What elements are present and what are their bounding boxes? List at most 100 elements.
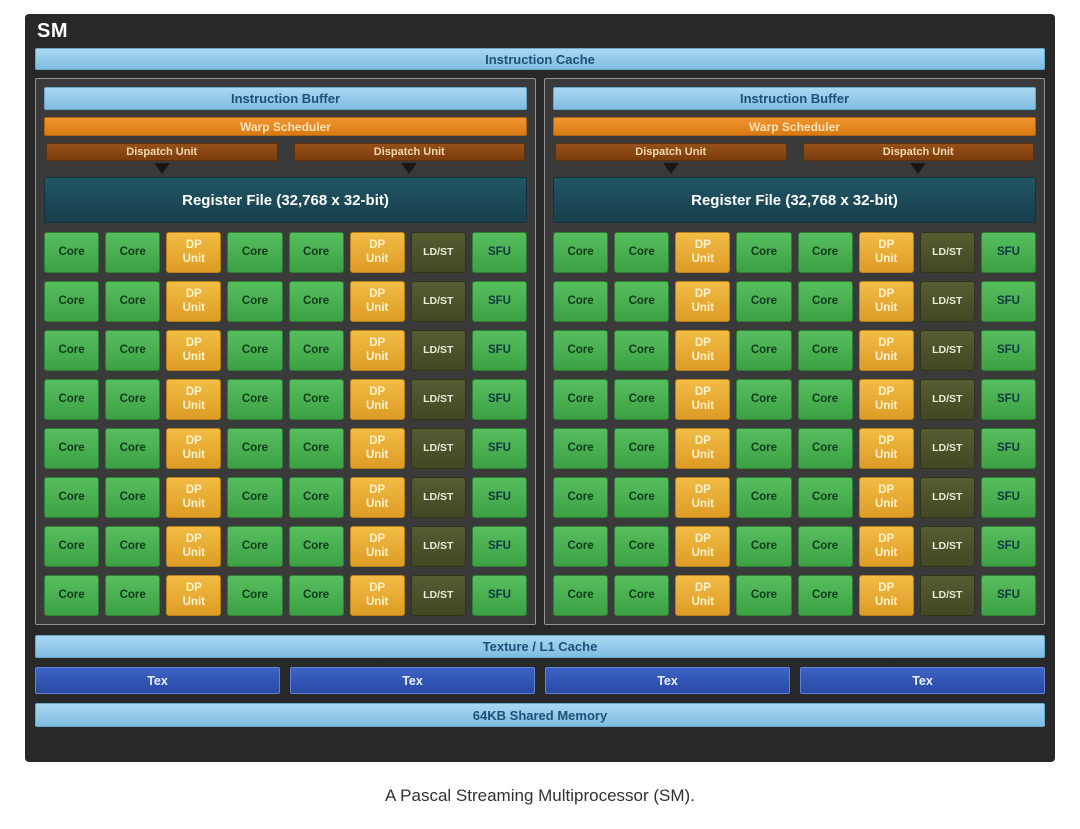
ldst-unit: LD/ST [410, 379, 466, 420]
dp-unit: DP Unit [675, 428, 731, 469]
core-unit: Core [288, 232, 344, 273]
dp-unit: DP Unit [349, 477, 405, 518]
sm-title: SM [37, 20, 68, 42]
ldst-unit: LD/ST [919, 379, 975, 420]
core-unit: Core [44, 379, 100, 420]
ldst-unit: LD/ST [410, 281, 466, 322]
dp-unit: DP Unit [166, 477, 222, 518]
dp-unit: DP Unit [675, 526, 731, 567]
core-unit: Core [553, 330, 609, 371]
sfu-unit: SFU [980, 232, 1036, 273]
dp-unit: DP Unit [675, 281, 731, 322]
sfu-unit: SFU [980, 281, 1036, 322]
core-unit: Core [105, 428, 161, 469]
core-unit: Core [797, 428, 853, 469]
core-unit: Core [44, 330, 100, 371]
dispatch-unit: Dispatch Unit [802, 143, 1034, 161]
core-unit: Core [44, 526, 100, 567]
texture-l1-cache: Texture / L1 Cache [35, 635, 1045, 658]
sfu-unit: SFU [980, 379, 1036, 420]
dp-unit: DP Unit [349, 526, 405, 567]
ldst-unit: LD/ST [410, 232, 466, 273]
sfu-unit: SFU [980, 477, 1036, 518]
core-unit: Core [736, 281, 792, 322]
dp-unit: DP Unit [349, 379, 405, 420]
ldst-unit: LD/ST [919, 428, 975, 469]
dp-unit: DP Unit [858, 330, 914, 371]
dp-unit: DP Unit [675, 477, 731, 518]
core-unit: Core [797, 526, 853, 567]
core-unit: Core [288, 575, 344, 616]
core-unit: Core [797, 575, 853, 616]
core-unit: Core [288, 281, 344, 322]
sfu-unit: SFU [471, 526, 527, 567]
sfu-unit: SFU [471, 281, 527, 322]
dp-unit: DP Unit [858, 232, 914, 273]
register-file: Register File (32,768 x 32-bit) [553, 177, 1036, 223]
execution-grid: Core Core DP Unit Core Core DP Unit LD/ST SFU Co… [44, 232, 527, 616]
caption: A Pascal Streaming Multiprocessor (SM). [385, 786, 695, 805]
core-unit: Core [227, 526, 283, 567]
core-unit: Core [44, 477, 100, 518]
core-unit: Core [797, 281, 853, 322]
dispatch-col: Dispatch Unit [555, 143, 787, 177]
tex-unit: Tex [290, 667, 535, 694]
sfu-unit: SFU [471, 379, 527, 420]
core-unit: Core [105, 232, 161, 273]
sfu-unit: SFU [980, 526, 1036, 567]
dispatch-col: Dispatch Unit [802, 143, 1034, 177]
core-unit: Core [614, 330, 670, 371]
down-arrow-icon [153, 163, 170, 174]
dispatch-unit: Dispatch Unit [293, 143, 525, 161]
core-unit: Core [105, 379, 161, 420]
ldst-unit: LD/ST [410, 526, 466, 567]
core-unit: Core [797, 379, 853, 420]
warp-scheduler: Warp Scheduler [44, 117, 527, 136]
tex-unit: Tex [545, 667, 790, 694]
dp-unit: DP Unit [675, 232, 731, 273]
core-unit: Core [105, 477, 161, 518]
core-unit: Core [227, 232, 283, 273]
sfu-unit: SFU [980, 575, 1036, 616]
core-unit: Core [288, 526, 344, 567]
core-unit: Core [288, 428, 344, 469]
core-unit: Core [553, 575, 609, 616]
ldst-unit: LD/ST [919, 232, 975, 273]
ldst-unit: LD/ST [919, 526, 975, 567]
shared-memory: 64KB Shared Memory [35, 703, 1045, 727]
dp-unit: DP Unit [858, 281, 914, 322]
tex-row: Tex Tex Tex Tex [35, 667, 1045, 694]
core-unit: Core [736, 232, 792, 273]
core-unit: Core [288, 379, 344, 420]
down-arrow-icon [910, 163, 927, 174]
core-unit: Core [44, 232, 100, 273]
dp-unit: DP Unit [166, 379, 222, 420]
dp-unit: DP Unit [166, 526, 222, 567]
dispatch-col: Dispatch Unit [46, 143, 278, 177]
ldst-unit: LD/ST [410, 330, 466, 371]
dp-unit: DP Unit [166, 575, 222, 616]
down-arrow-icon [401, 163, 418, 174]
core-unit: Core [105, 330, 161, 371]
dp-unit: DP Unit [166, 330, 222, 371]
instruction-buffer: Instruction Buffer [553, 87, 1036, 110]
instruction-buffer: Instruction Buffer [44, 87, 527, 110]
dp-unit: DP Unit [675, 575, 731, 616]
dp-unit: DP Unit [858, 428, 914, 469]
core-unit: Core [288, 477, 344, 518]
execution-grid: Core Core DP Unit Core Core DP Unit LD/ST SFU Co… [553, 232, 1036, 616]
dp-unit: DP Unit [858, 526, 914, 567]
core-unit: Core [227, 428, 283, 469]
core-unit: Core [553, 379, 609, 420]
core-unit: Core [227, 281, 283, 322]
core-unit: Core [227, 330, 283, 371]
sfu-unit: SFU [471, 330, 527, 371]
dp-unit: DP Unit [166, 281, 222, 322]
core-unit: Core [797, 330, 853, 371]
ldst-unit: LD/ST [410, 575, 466, 616]
tex-unit: Tex [800, 667, 1045, 694]
core-unit: Core [614, 379, 670, 420]
dp-unit: DP Unit [166, 428, 222, 469]
dispatch-row: Dispatch Unit Dispatch Unit [46, 143, 525, 177]
